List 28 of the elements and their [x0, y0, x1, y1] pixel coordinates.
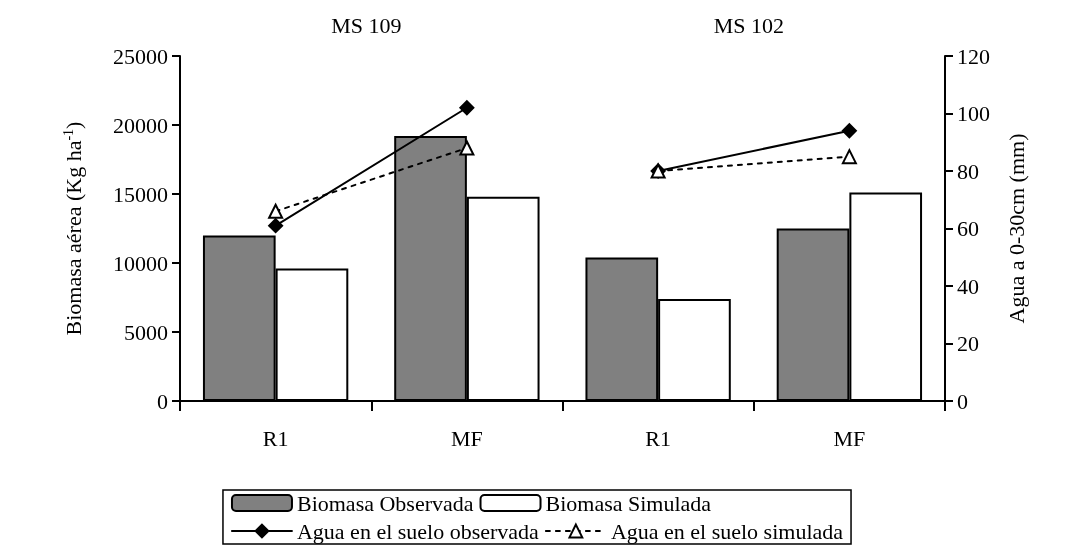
y2-tick-label: 80: [957, 158, 979, 184]
x-tick-label: R1: [262, 425, 289, 451]
text: MS 102: [713, 12, 785, 38]
point: [841, 123, 857, 139]
y-tick-label: 0: [157, 388, 168, 414]
y-axis-title: Biomasa aérea (Kg ha-1): [60, 121, 86, 336]
legend-label: Biomasa Simulada: [545, 490, 712, 516]
x-tick-label: R1: [645, 425, 671, 451]
y2-tick-label: 120: [957, 43, 990, 69]
text: MS 109: [331, 12, 402, 38]
y-tick-label: 20000: [113, 112, 168, 138]
y2-tick-label: 100: [957, 101, 990, 126]
legend-label: Agua en el suelo observada: [296, 518, 540, 544]
point: [459, 100, 475, 116]
x-tick-label: MF: [450, 425, 483, 451]
y-tick-label: 5000: [124, 319, 168, 345]
y2-tick-label: 0: [957, 388, 968, 414]
legend-label: Agua en el suelo simulada: [610, 518, 844, 544]
y-tick-label: 25000: [113, 43, 168, 69]
legend-label: Biomasa Observada: [296, 490, 474, 516]
y2-tick-label: 40: [957, 273, 979, 299]
y-tick-label: 10000: [113, 250, 168, 276]
y-tick-label: 15000: [113, 181, 168, 207]
x-tick-label: MF: [833, 425, 866, 451]
y2-tick-label: 20: [957, 331, 979, 356]
y2-axis-title: Agua a 0-30cm (mm): [1003, 133, 1029, 324]
y2-tick-label: 60: [957, 216, 979, 241]
point: [268, 218, 284, 234]
